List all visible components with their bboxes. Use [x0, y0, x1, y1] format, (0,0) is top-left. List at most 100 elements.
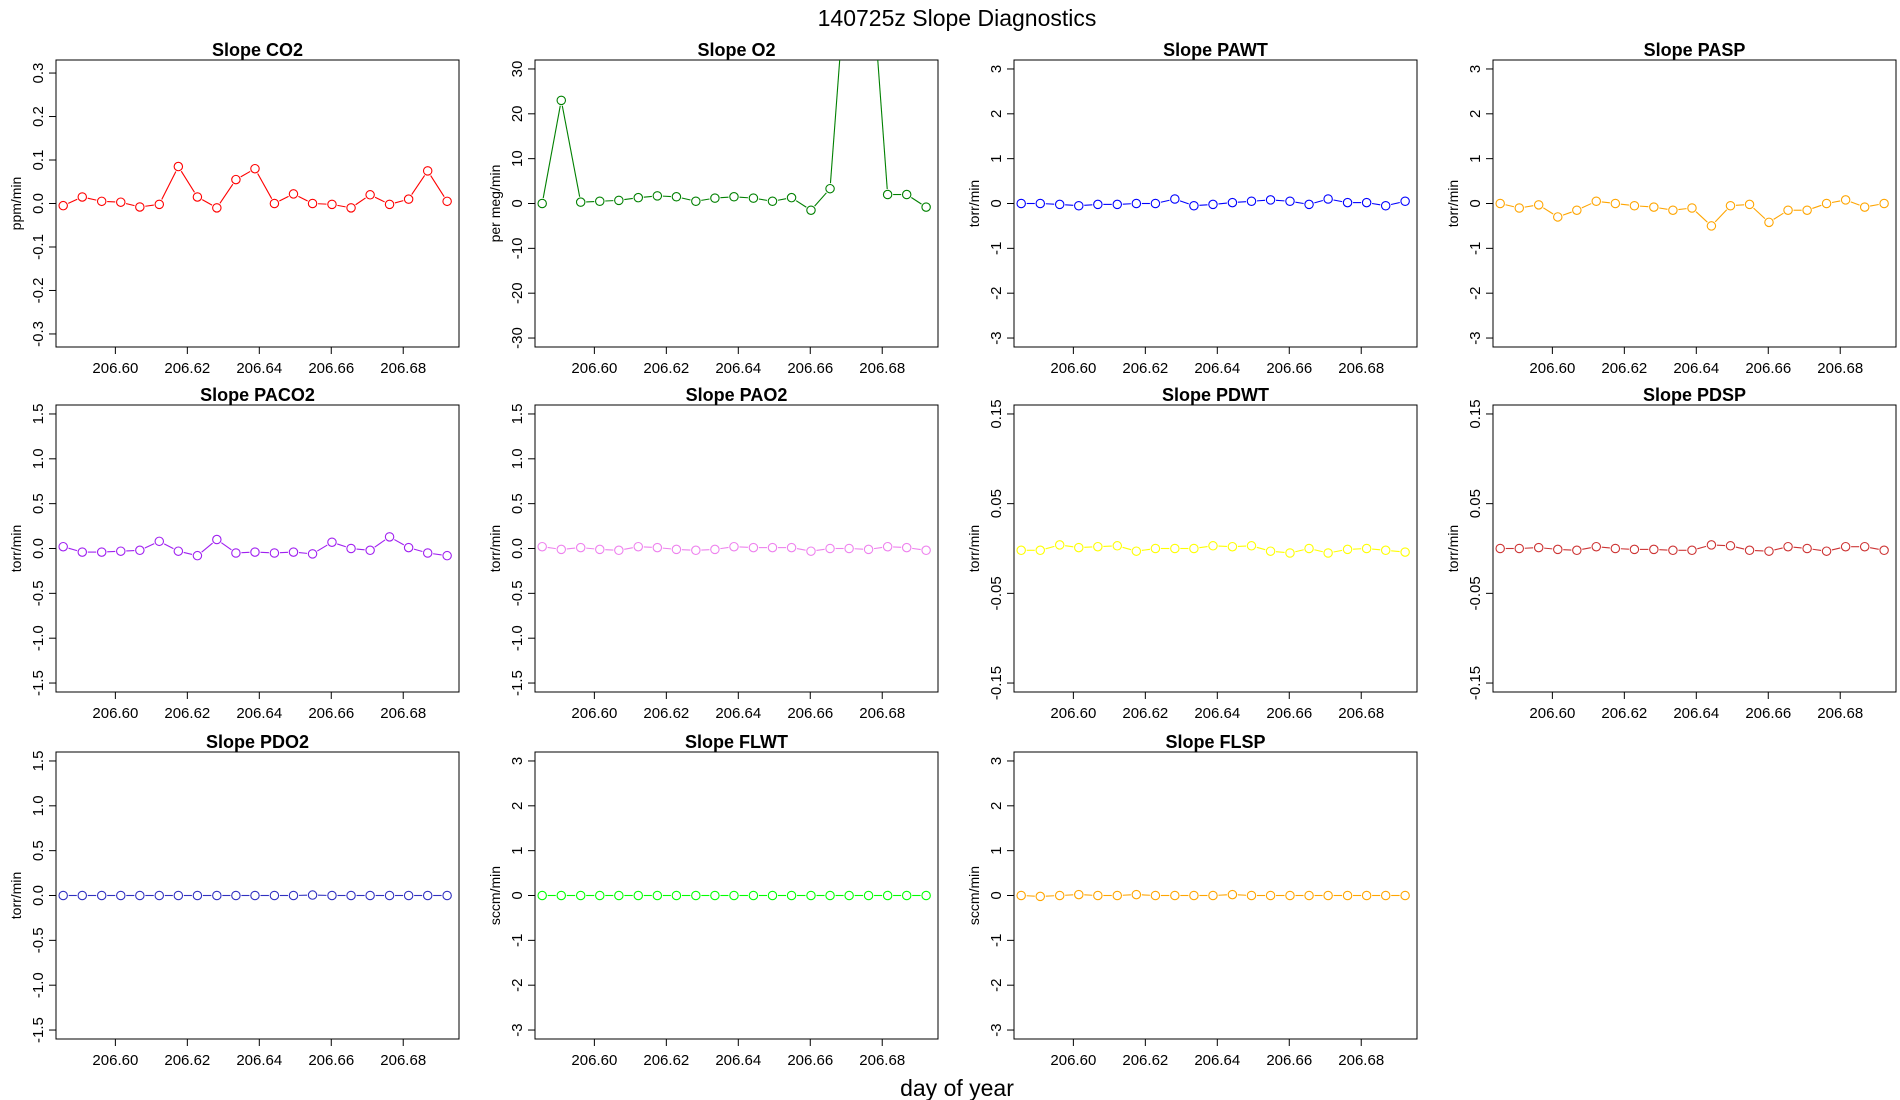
- data-point: [710, 890, 720, 901]
- panels-grid: Slope CO2 206.60 206.62 206.64 206.66 206.68 -…: [8, 40, 1897, 1069]
- data-point: [1016, 545, 1026, 556]
- y-tick-label: -0.3: [30, 321, 47, 347]
- y-tick-label: 1: [509, 846, 526, 854]
- y-tick-label: -1: [509, 934, 526, 947]
- data-point: [231, 174, 241, 185]
- series-line-segment: [316, 544, 328, 552]
- data-point: [422, 890, 433, 901]
- data-point: [192, 192, 203, 202]
- plot-frame: [1492, 404, 1897, 693]
- plot-frame: [1492, 59, 1897, 348]
- series-line-segment: [873, 546, 883, 550]
- data-point: [1687, 545, 1697, 556]
- y-tick-label: -1.0: [30, 625, 47, 651]
- y-tick-label: 0.05: [1467, 489, 1484, 518]
- series-line-segment: [1601, 201, 1610, 204]
- data-point: [1131, 546, 1142, 556]
- y-axis-label: torr/min: [1445, 180, 1461, 227]
- series-line-segment: [662, 547, 671, 550]
- chart-panel-4: Slope PACO2 206.60 206.62 206.64 206.66 206.6…: [8, 385, 460, 722]
- data-point: [307, 890, 318, 900]
- series-line-segment: [183, 551, 193, 555]
- data-point: [1131, 198, 1142, 209]
- data-series: [58, 532, 452, 561]
- y-tick-label: 0: [509, 891, 526, 899]
- data-point: [806, 205, 816, 215]
- data-point: [652, 890, 663, 901]
- data-point: [288, 547, 299, 557]
- y-tick-label: -30: [509, 327, 526, 349]
- data-point: [710, 193, 720, 203]
- series-line-segment: [1505, 204, 1515, 208]
- data-point: [1821, 546, 1832, 556]
- series-line-segment: [1714, 209, 1728, 223]
- series-line-segment: [145, 204, 154, 207]
- data-point: [1783, 541, 1793, 552]
- series-line-segment: [219, 183, 234, 204]
- x-tick-label: 206.62: [1122, 705, 1168, 722]
- series-line-segment: [1773, 212, 1784, 220]
- data-point: [1342, 197, 1353, 208]
- series-line-segment: [1314, 549, 1323, 553]
- data-point: [1764, 546, 1774, 556]
- chart-panel-0: Slope CO2 206.60 206.62 206.64 206.66 206.68 -…: [8, 40, 460, 377]
- y-tick-label: 0.5: [509, 493, 526, 514]
- data-point: [901, 890, 912, 901]
- series-line-segment: [777, 198, 787, 201]
- data-point: [1150, 543, 1161, 554]
- panel-title: Slope PDSP: [1643, 385, 1746, 405]
- data-point: [403, 890, 414, 901]
- data-point: [1783, 205, 1793, 215]
- data-point: [1246, 890, 1257, 901]
- x-tick-label: 206.64: [236, 705, 282, 722]
- data-point: [403, 194, 414, 204]
- x-tick-label: 206.60: [571, 705, 617, 722]
- data-point: [1304, 890, 1314, 901]
- data-point: [825, 890, 835, 901]
- data-point: [691, 545, 701, 556]
- y-tick-label: -1.5: [509, 670, 526, 696]
- x-tick-label: 206.66: [1266, 1052, 1312, 1069]
- data-point: [537, 541, 547, 552]
- data-point: [671, 544, 682, 555]
- series-line-segment: [1371, 202, 1381, 206]
- y-tick-label: 2: [1467, 110, 1484, 118]
- data-point: [77, 192, 88, 202]
- y-tick-label: 1: [1467, 154, 1484, 162]
- data-point: [269, 548, 280, 558]
- data-point: [575, 890, 586, 901]
- data-point: [384, 890, 395, 901]
- y-tick-label: -0.5: [30, 927, 47, 953]
- y-tick-label: 30: [509, 61, 526, 78]
- series-line-segment: [298, 552, 308, 554]
- plot-frame: [534, 59, 939, 348]
- x-tick-label: 206.66: [308, 705, 354, 722]
- data-point: [269, 198, 280, 209]
- data-point: [921, 202, 931, 212]
- series-line-segment: [413, 548, 423, 553]
- data-point: [1285, 196, 1295, 207]
- y-tick-label: -2: [1467, 287, 1484, 300]
- data-point: [806, 546, 816, 556]
- data-point: [250, 163, 260, 174]
- y-tick-label: 0.0: [30, 538, 47, 559]
- data-point: [1285, 890, 1295, 901]
- data-point: [1591, 541, 1602, 552]
- series-line-segment: [298, 195, 308, 202]
- y-tick-label: 0.0: [30, 193, 47, 214]
- series-line-segment: [1237, 201, 1247, 203]
- x-tick-label: 206.68: [380, 705, 426, 722]
- data-point: [595, 890, 605, 901]
- series-line-segment: [739, 196, 748, 199]
- y-tick-label: -1: [988, 934, 1005, 947]
- y-tick-label: 0: [988, 891, 1005, 899]
- data-point: [192, 550, 203, 561]
- data-point: [901, 542, 912, 553]
- y-tick-label: 1: [988, 154, 1005, 162]
- data-point: [825, 543, 835, 554]
- data-point: [1208, 890, 1218, 901]
- y-tick-label: 0.0: [30, 885, 47, 906]
- series-line-segment: [681, 197, 691, 201]
- series-line-segment: [1697, 545, 1707, 550]
- data-point: [575, 197, 586, 207]
